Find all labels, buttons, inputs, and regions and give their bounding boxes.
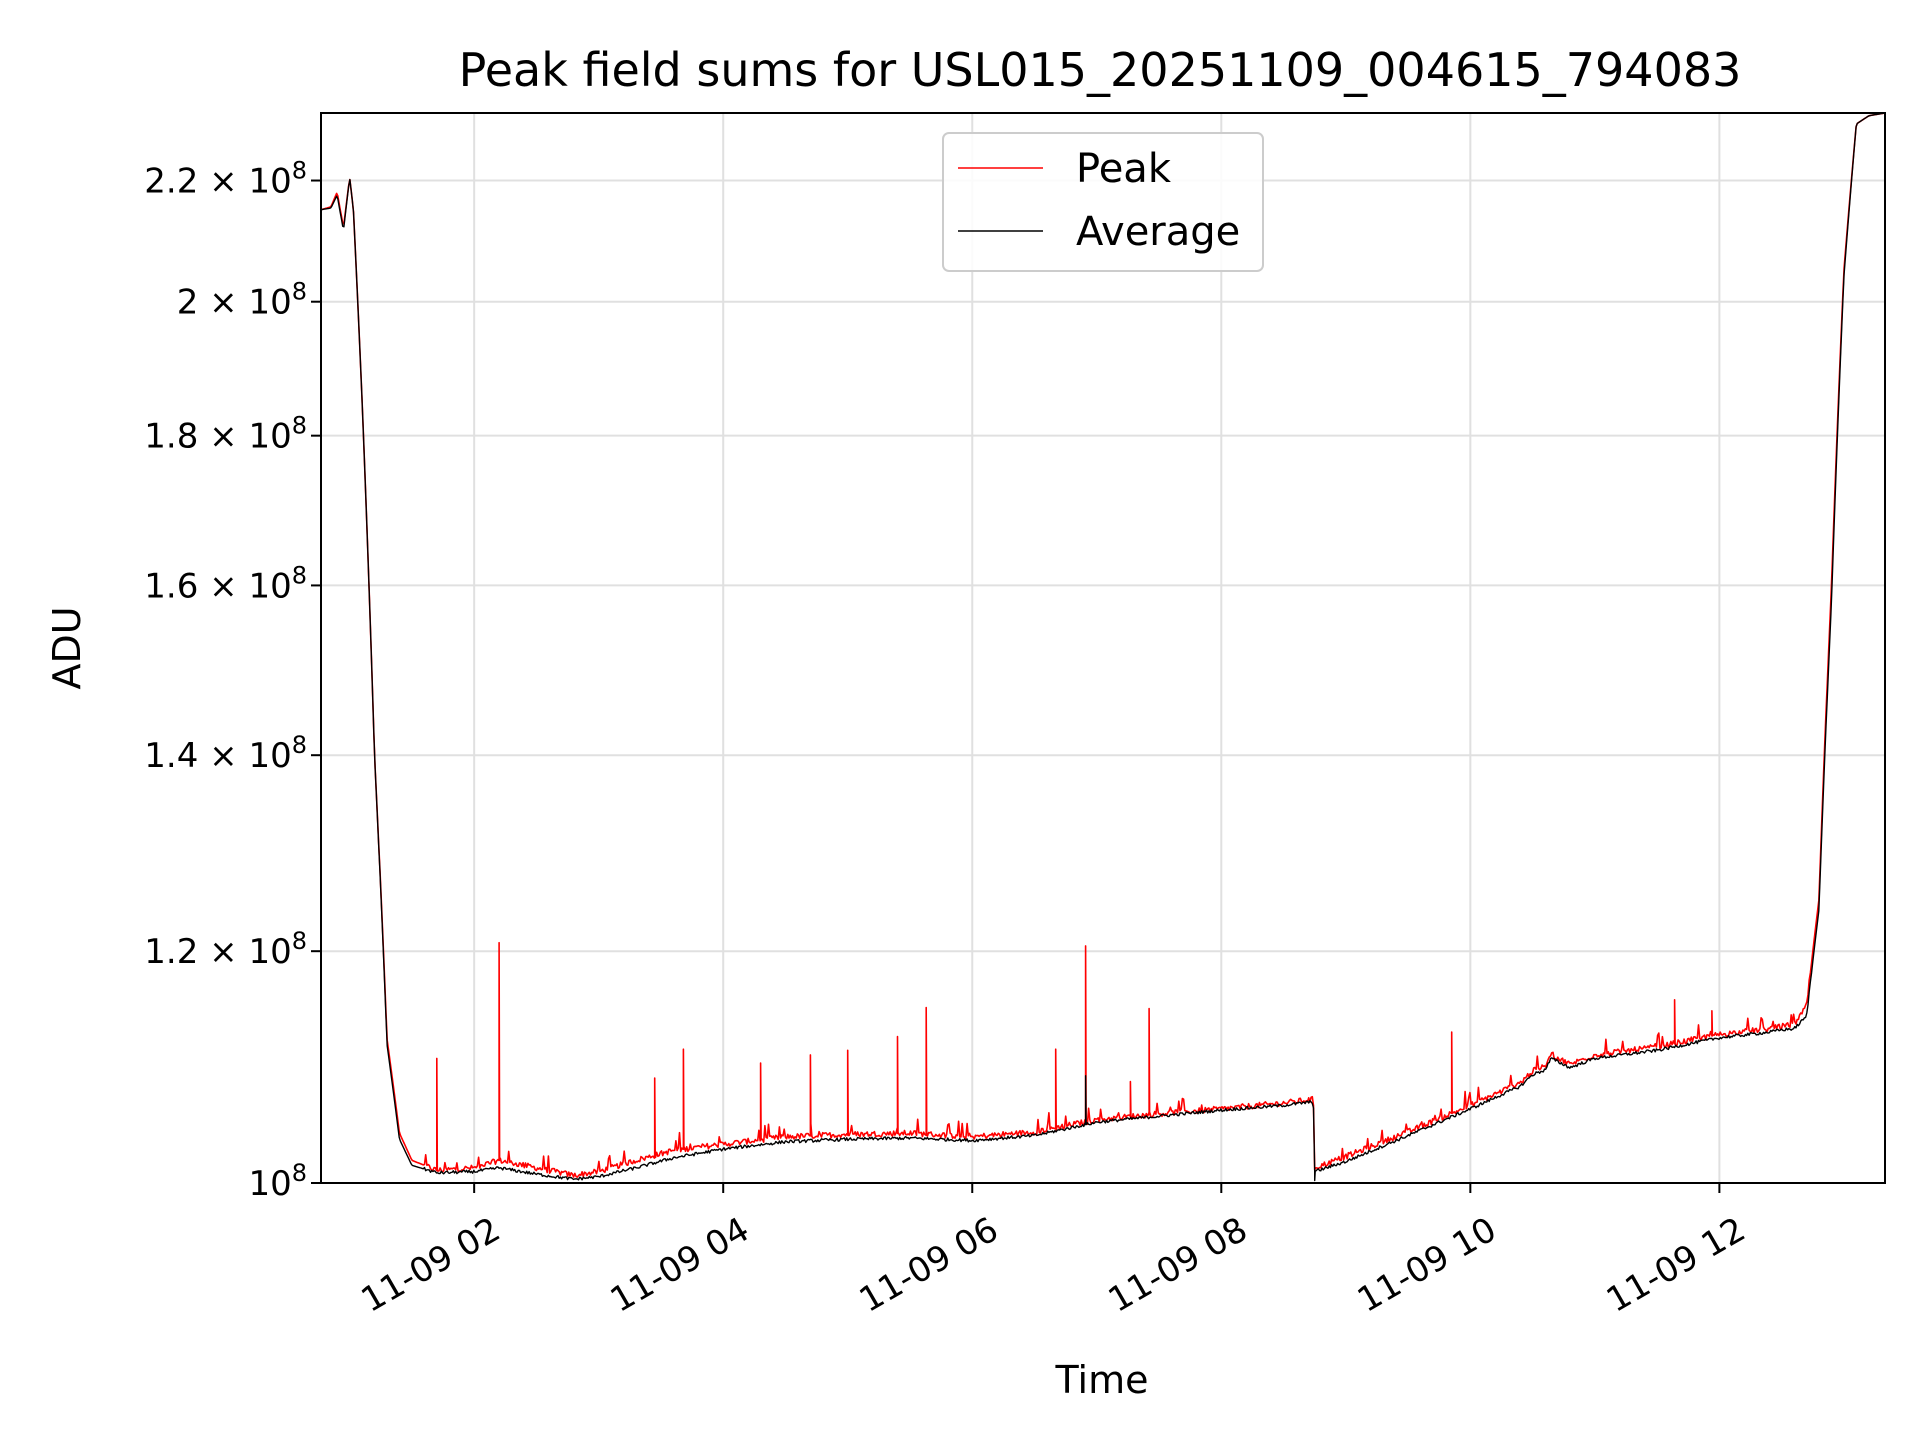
legend-label-peak: Peak xyxy=(1076,146,1172,192)
y-tick-label: 1.6 × 108 xyxy=(144,561,307,606)
series-line-average xyxy=(320,112,1886,1182)
y-axis: 108 1.2 × 108 1.4 × 108 1.6 × 108 1.8 × 108 2… xyxy=(144,157,321,1204)
y-axis-title: ADU xyxy=(45,606,89,689)
grid xyxy=(321,113,1885,1184)
y-tick-label: 2.2 × 108 xyxy=(144,157,307,202)
plot-lines xyxy=(320,112,1886,1182)
chart-title: Peak field sums for USL015_20251109_0046… xyxy=(459,43,1742,97)
legend-label-average: Average xyxy=(1076,209,1240,255)
legend: Peak Average xyxy=(942,132,1264,272)
x-axis-title: Time xyxy=(1055,1358,1149,1402)
y-tick-label: 1.8 × 108 xyxy=(144,412,307,457)
y-tick-label: 108 xyxy=(248,1159,307,1204)
plot-frame xyxy=(320,112,1886,1184)
y-tick-label: 1.2 × 108 xyxy=(144,927,307,972)
y-tick-label: 1.4 × 108 xyxy=(144,731,307,776)
y-tick-label: 2 × 108 xyxy=(177,278,307,323)
